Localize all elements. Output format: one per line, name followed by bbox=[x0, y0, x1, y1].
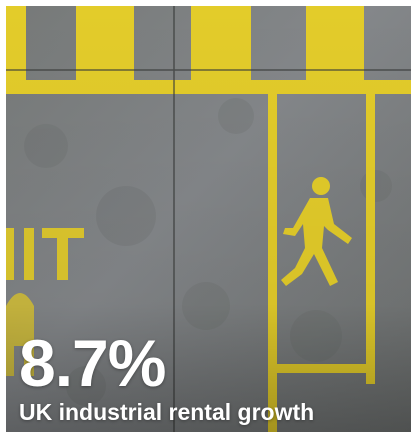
stat-value: 8.7% bbox=[19, 326, 166, 400]
background-photo bbox=[6, 6, 411, 432]
text-shade bbox=[6, 6, 411, 432]
stat-caption: UK industrial rental growth bbox=[19, 399, 315, 425]
